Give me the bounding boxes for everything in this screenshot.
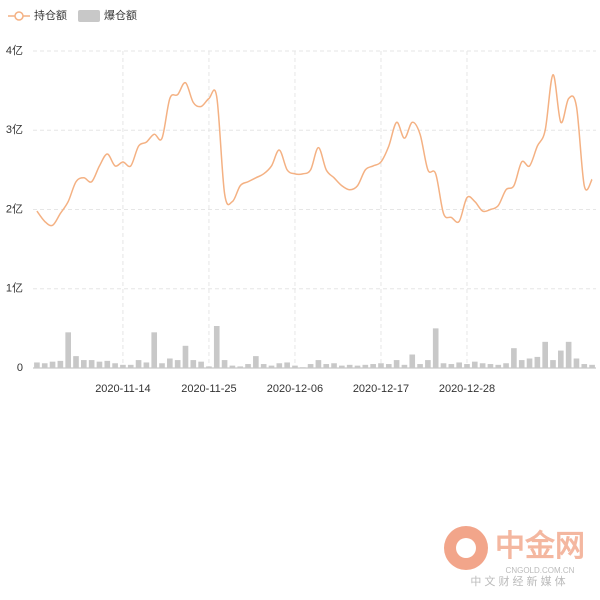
bar: [198, 361, 204, 368]
bar: [448, 364, 455, 368]
bar: [167, 358, 173, 368]
y-tick-label: 2亿: [6, 202, 23, 215]
bar: [315, 360, 322, 368]
bar: [401, 364, 408, 368]
bar: [112, 363, 118, 368]
bar: [479, 363, 486, 368]
logo-inner: [456, 538, 476, 558]
bar: [346, 364, 353, 368]
bar: [127, 364, 134, 368]
bar: [503, 363, 509, 368]
bar: [385, 364, 392, 368]
bar: [487, 364, 494, 368]
bar: [464, 364, 470, 368]
bar: [34, 362, 40, 368]
bar: [534, 356, 541, 368]
bar: [229, 365, 236, 368]
bar: [143, 362, 150, 368]
legend-label: 爆仓额: [104, 8, 137, 22]
watermark: 中金网 CNGOLD.COM.CN 中 文 财 经 新 媒 体: [444, 526, 585, 588]
tagline: 中 文 财 经 新 媒 体: [470, 574, 565, 588]
x-tick-label: 2020-12-28: [439, 383, 495, 395]
bar: [268, 365, 275, 368]
bar: [88, 360, 95, 368]
bar: [526, 358, 533, 368]
bar: [276, 363, 283, 368]
bar: [542, 341, 548, 368]
bar: [339, 365, 345, 368]
bar: [299, 367, 306, 368]
bar: [284, 362, 290, 368]
bar: [135, 360, 142, 368]
bar: [174, 360, 181, 368]
bar: [96, 361, 103, 368]
legend-icon: [14, 11, 24, 21]
bar: [292, 365, 298, 368]
bar: [518, 360, 525, 368]
x-tick-label: 2020-12-17: [353, 383, 409, 395]
bar: [370, 364, 376, 368]
bar: [581, 364, 588, 368]
y-tick-label: 0: [17, 362, 23, 374]
bar: [417, 364, 423, 368]
bar: [378, 363, 384, 368]
bar: [120, 364, 126, 368]
x-tick-label: 2020-11-25: [181, 383, 236, 395]
x-tick-label: 2020-12-06: [267, 383, 323, 395]
bar: [73, 356, 79, 368]
bar: [565, 341, 572, 368]
bar: [260, 364, 267, 368]
bar: [557, 350, 564, 368]
bar: [104, 360, 111, 368]
bar: [362, 364, 369, 368]
bar: [81, 360, 87, 368]
y-tick-label: 1亿: [6, 282, 23, 295]
bar: [237, 366, 244, 368]
bar: [440, 363, 447, 368]
bar: [65, 332, 72, 368]
brand: 中金网: [495, 529, 585, 563]
bar: [151, 332, 158, 368]
bar: [573, 358, 580, 368]
bar: [550, 360, 556, 368]
bar: [41, 363, 48, 368]
line: [36, 74, 593, 227]
legend-label: 持仓额: [34, 8, 67, 22]
bar: [213, 325, 220, 368]
bar: [323, 364, 330, 368]
bar: [409, 354, 416, 368]
legend-icon: [78, 10, 100, 22]
bar: [49, 361, 56, 368]
bar: [307, 364, 314, 368]
bar: [511, 348, 517, 368]
bar: [471, 361, 478, 368]
bar: [159, 363, 165, 368]
y-tick-label: 4亿: [6, 44, 23, 57]
bar: [190, 360, 197, 368]
bar: [206, 366, 212, 368]
domain: CNGOLD.COM.CN: [506, 566, 575, 575]
bar: [253, 356, 259, 368]
bar: [456, 362, 462, 368]
bar: [589, 364, 595, 368]
bar: [57, 360, 64, 368]
bar: [182, 345, 189, 368]
bar: [331, 363, 337, 368]
bar: [245, 364, 251, 368]
bar: [354, 365, 361, 368]
x-tick-label: 2020-11-14: [95, 383, 150, 395]
bar: [393, 360, 400, 368]
bar: [495, 364, 502, 368]
bar: [425, 360, 431, 368]
bar: [432, 328, 439, 368]
bar: [221, 360, 228, 368]
y-tick-label: 3亿: [6, 123, 23, 136]
